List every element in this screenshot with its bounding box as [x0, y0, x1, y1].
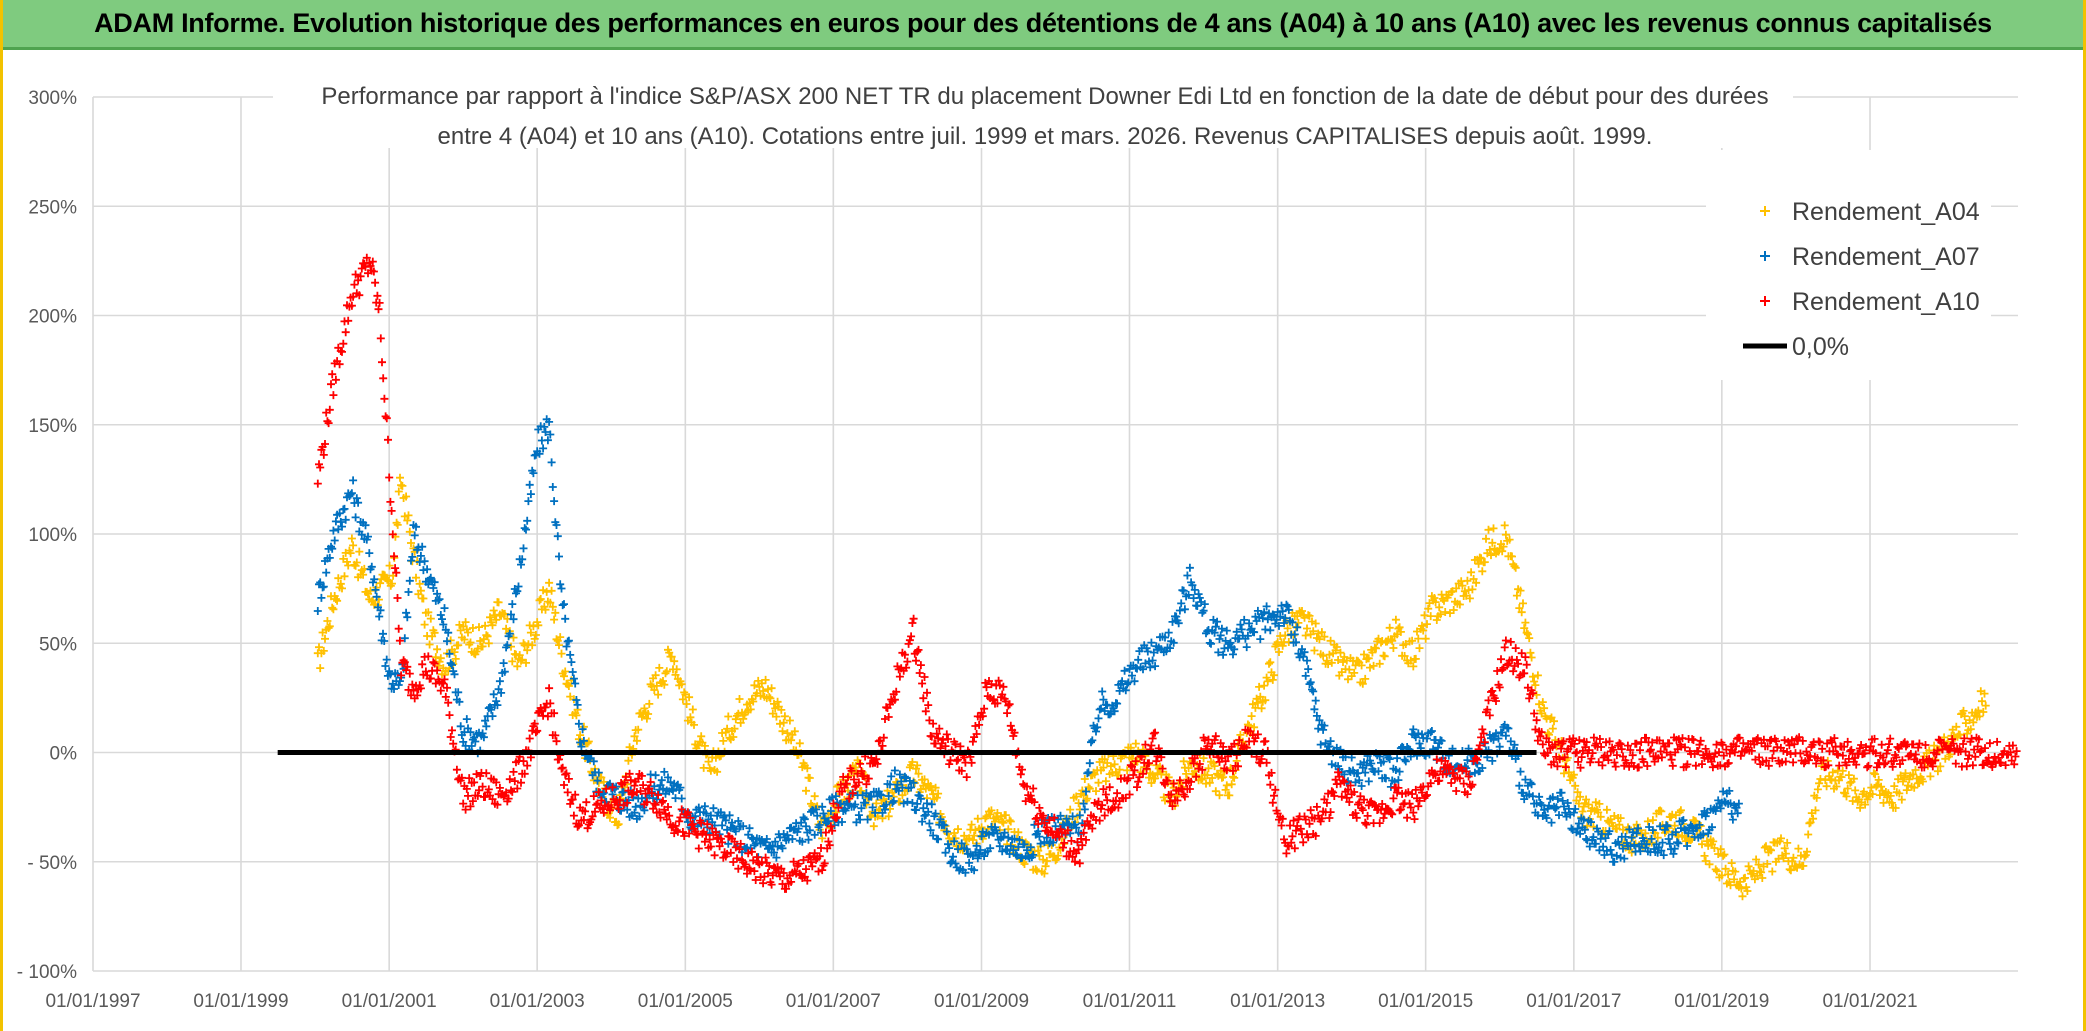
legend-marker-rendement-a04	[1760, 206, 1770, 216]
x-tick-label: 01/01/2003	[490, 991, 585, 1012]
y-tick-label: - 100%	[17, 962, 77, 983]
x-tick-label: 01/01/2001	[342, 991, 437, 1012]
y-tick-label: 250%	[28, 197, 77, 218]
x-tick-label: 01/01/2021	[1822, 991, 1917, 1012]
chart: 300% 250% 200% 150% 100% 50% 0% - 50% - 100% 01/0…	[17, 78, 2021, 1012]
x-tick-label: 01/01/2013	[1230, 991, 1325, 1012]
legend-box	[1706, 150, 1991, 380]
legend-label-rendement-a10: Rendement_A10	[1792, 288, 1980, 316]
chart-title-line-2: entre 4 (A04) et 10 ans (A10). Cotations…	[438, 123, 1653, 150]
legend-label-0-0: 0,0%	[1792, 333, 1849, 361]
x-tick-label: 01/01/2011	[1083, 991, 1177, 1012]
y-tick-label: 100%	[28, 525, 77, 546]
series-points-rendement-a07	[313, 415, 1743, 877]
y-tick-label: 300%	[28, 88, 77, 109]
x-tick-label: 01/01/2015	[1378, 991, 1473, 1012]
series-points-rendement-a10	[313, 253, 2021, 893]
x-tick-label: 01/01/2007	[786, 991, 881, 1012]
y-tick-label: 150%	[28, 416, 77, 437]
x-tick-label: 01/01/2019	[1674, 991, 1769, 1012]
y-tick-label: 200%	[28, 307, 77, 328]
x-tick-label: 01/01/1997	[45, 991, 140, 1012]
legend-label-rendement-a04: Rendement_A04	[1792, 198, 1980, 226]
y-tick-label: - 50%	[27, 853, 77, 874]
chart-title-background	[273, 78, 1793, 148]
report-title: ADAM Informe. Evolution historique des p…	[94, 8, 1992, 38]
report-header-bar: ADAM Informe. Evolution historique des p…	[3, 0, 2083, 50]
x-tick-label: 01/01/2005	[638, 991, 733, 1012]
x-tick-label: 01/01/2009	[934, 991, 1029, 1012]
chart-title-line-1: Performance par rapport à l'indice S&P/A…	[321, 83, 1768, 110]
legend-marker-rendement-a10	[1760, 296, 1770, 306]
legend-marker-rendement-a07	[1760, 251, 1770, 261]
y-tick-label: 50%	[39, 634, 77, 655]
x-tick-label: 01/01/2017	[1526, 991, 1621, 1012]
y-tick-label: 0%	[50, 744, 78, 765]
legend-label-rendement-a07: Rendement_A07	[1792, 243, 1980, 271]
series-points-rendement-a04	[313, 473, 1990, 901]
x-tick-label: 01/01/1999	[193, 991, 288, 1012]
